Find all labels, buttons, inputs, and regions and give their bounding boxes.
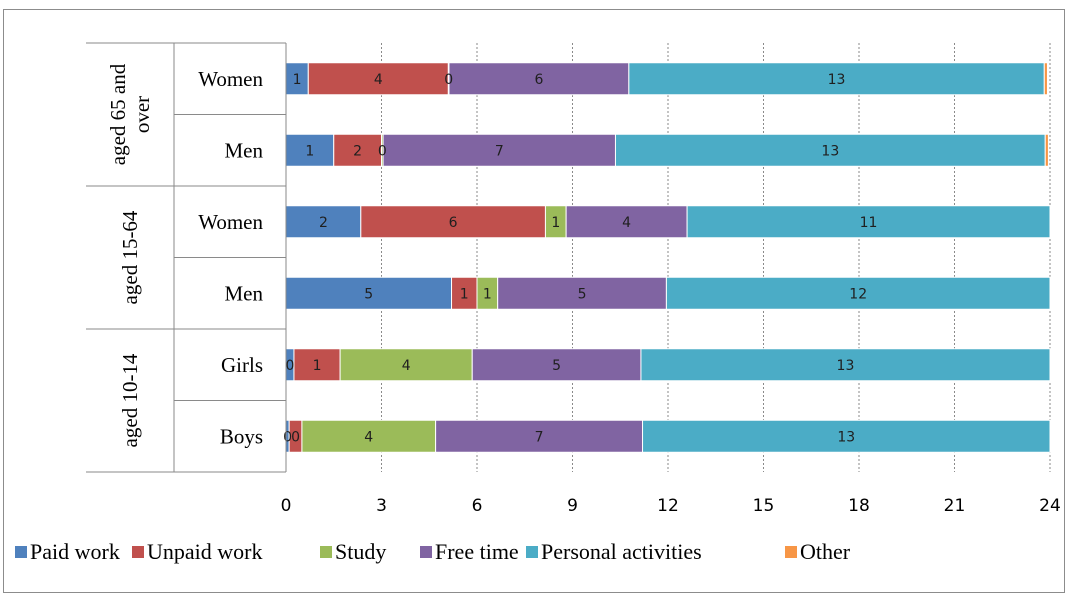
legend-label: Study xyxy=(335,539,386,564)
data-label: 1 xyxy=(483,286,492,302)
group-label-line: aged 10-14 xyxy=(118,353,142,447)
bar-segment xyxy=(451,276,478,310)
data-label: 1 xyxy=(305,143,314,159)
bar-segment xyxy=(642,419,1051,453)
data-label: 0 xyxy=(444,72,453,88)
legend-swatch xyxy=(320,546,332,558)
x-tick-label: 3 xyxy=(376,496,387,516)
data-label: 0 xyxy=(291,429,300,445)
x-tick-label: 24 xyxy=(1039,496,1061,516)
stacked-bar-chart: 1 4 0 6 131 2 0 7 132 6 1 4 115 1 1 5 120 1 4 5 130 0 4 7 13 Wom… xyxy=(15,42,1061,564)
data-label: 13 xyxy=(828,72,846,88)
data-label: 4 xyxy=(622,215,631,231)
bar-segment xyxy=(360,205,546,239)
data-label: 0 xyxy=(286,358,295,374)
data-label: 4 xyxy=(402,358,411,374)
bars xyxy=(285,62,1051,453)
bar-segment xyxy=(497,276,667,310)
category-axis: Women Men Women Men Girls Boys aged 65 andover… xyxy=(86,42,287,473)
data-label: 6 xyxy=(534,72,543,88)
data-label: 1 xyxy=(551,215,560,231)
data-label: 13 xyxy=(837,358,855,374)
data-label: 0 xyxy=(283,429,292,445)
data-label: 5 xyxy=(364,286,373,302)
legend-label: Free time xyxy=(435,539,519,564)
bar-segment xyxy=(640,348,1051,382)
category-label: Women xyxy=(198,67,263,91)
category-label: Boys xyxy=(220,424,263,448)
bar-segment xyxy=(339,348,473,382)
data-label: 4 xyxy=(364,429,373,445)
bar-segment xyxy=(285,276,453,310)
data-label: 13 xyxy=(837,429,855,445)
data-label: 1 xyxy=(313,358,322,374)
bar-segment xyxy=(293,348,341,382)
x-tick-label: 0 xyxy=(281,496,292,516)
x-tick-label: 9 xyxy=(567,496,578,516)
x-tick-label: 15 xyxy=(753,496,775,516)
legend-swatch xyxy=(420,546,432,558)
bar-segment xyxy=(686,205,1051,239)
bar-segment xyxy=(665,276,1051,310)
bar-segment xyxy=(301,419,437,453)
legend-swatch xyxy=(132,546,144,558)
data-label: 2 xyxy=(353,143,362,159)
x-tick-label: 6 xyxy=(472,496,483,516)
group-label-line: aged 65 and xyxy=(106,63,130,165)
category-label: Men xyxy=(225,281,264,305)
bar-segment xyxy=(285,205,362,239)
bar-segment xyxy=(1044,133,1049,167)
legend-label: Personal activities xyxy=(541,539,702,564)
data-label: 5 xyxy=(578,286,587,302)
group-label: aged 65 andover xyxy=(106,63,154,165)
data-label: 12 xyxy=(849,286,867,302)
data-label: 4 xyxy=(374,72,383,88)
group-label: aged 15-64 xyxy=(118,210,142,304)
category-label: Girls xyxy=(221,353,263,377)
grid-lines xyxy=(381,43,1051,472)
data-label: 1 xyxy=(293,72,302,88)
bar-segment xyxy=(628,62,1045,96)
legend-label: Other xyxy=(800,539,851,564)
data-label: 5 xyxy=(552,358,561,374)
data-label: 11 xyxy=(860,215,878,231)
category-label: Men xyxy=(225,138,264,162)
bar-segment xyxy=(614,133,1046,167)
bar-segment xyxy=(565,205,688,239)
data-label: 2 xyxy=(319,215,328,231)
x-tick-label: 12 xyxy=(657,496,679,516)
legend: Paid work Unpaid work Study Free time Person… xyxy=(15,539,851,564)
data-label: 0 xyxy=(378,143,387,159)
x-tick-label: 18 xyxy=(848,496,870,516)
bar-segment xyxy=(471,348,642,382)
group-label: aged 10-14 xyxy=(118,353,142,447)
legend-swatch xyxy=(526,546,538,558)
legend-swatch xyxy=(15,546,27,558)
bar-segment xyxy=(285,133,335,167)
data-label: 6 xyxy=(449,215,458,231)
bar-segment xyxy=(333,133,382,167)
legend-swatch xyxy=(785,546,797,558)
chart-frame: 1 4 0 6 13 1 2 0 7 13 2 6 1 4 11 5 1 1 5 12 0 1 4 5 13 0 0 4 7 13 Wom… xyxy=(3,9,1065,593)
x-tick-label: 21 xyxy=(944,496,966,516)
group-label-line: aged 15-64 xyxy=(118,210,142,304)
data-label: 7 xyxy=(495,143,504,159)
x-axis-ticks: 0 3 6 9 12 15 18 21 24 xyxy=(281,496,1061,516)
legend-label: Unpaid work xyxy=(147,539,262,564)
bar-segment xyxy=(307,62,449,96)
data-label: 1 xyxy=(460,286,469,302)
legend-label: Paid work xyxy=(30,539,120,564)
bar-segment xyxy=(1043,62,1048,96)
bar-segment xyxy=(448,62,630,96)
bar-segment xyxy=(382,133,616,167)
category-label: Women xyxy=(198,210,263,234)
data-labels: 1 4 0 6 131 2 0 7 132 6 1 4 115 1 1 5 120 1 4 5 130 0 4 7 13 xyxy=(283,72,877,446)
group-label-line: over xyxy=(130,96,154,133)
data-label: 7 xyxy=(535,429,544,445)
data-label: 13 xyxy=(821,143,839,159)
bar-segment xyxy=(435,419,644,453)
